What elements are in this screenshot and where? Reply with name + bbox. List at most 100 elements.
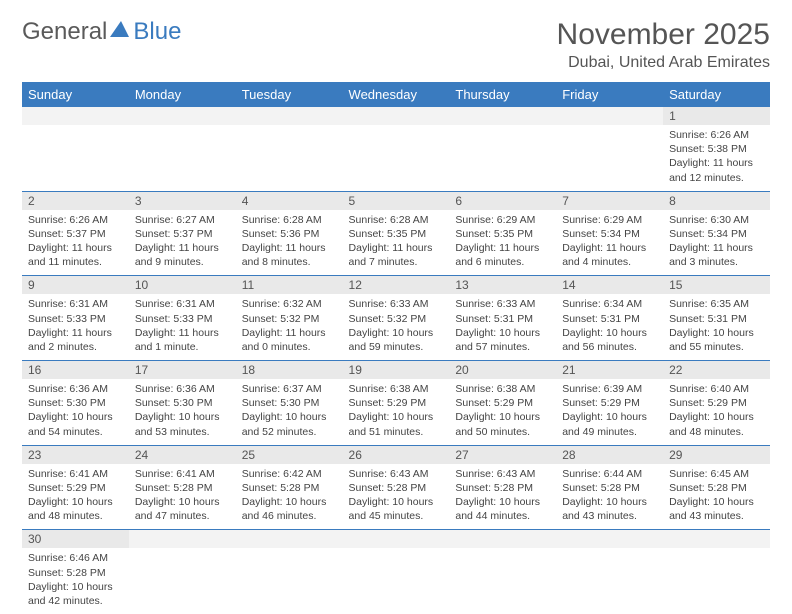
day-detail-cell: Sunrise: 6:41 AMSunset: 5:29 PMDaylight:… bbox=[22, 464, 129, 530]
day-detail-row: Sunrise: 6:36 AMSunset: 5:30 PMDaylight:… bbox=[22, 379, 770, 445]
day-detail-row: Sunrise: 6:26 AMSunset: 5:37 PMDaylight:… bbox=[22, 210, 770, 276]
daylight-line: Daylight: 10 hours and 57 minutes. bbox=[455, 326, 550, 354]
day-detail-cell bbox=[22, 125, 129, 191]
daylight-line: Daylight: 10 hours and 50 minutes. bbox=[455, 410, 550, 438]
sunrise-line: Sunrise: 6:44 AM bbox=[562, 467, 657, 481]
sunset-line: Sunset: 5:28 PM bbox=[242, 481, 337, 495]
sunset-line: Sunset: 5:29 PM bbox=[455, 396, 550, 410]
sunset-line: Sunset: 5:37 PM bbox=[28, 227, 123, 241]
day-detail-cell: Sunrise: 6:35 AMSunset: 5:31 PMDaylight:… bbox=[663, 294, 770, 360]
day-number-cell bbox=[236, 530, 343, 549]
day-number-cell bbox=[236, 107, 343, 125]
sunset-line: Sunset: 5:29 PM bbox=[562, 396, 657, 410]
logo-sail-icon bbox=[109, 19, 131, 39]
sunset-line: Sunset: 5:30 PM bbox=[28, 396, 123, 410]
sunrise-line: Sunrise: 6:31 AM bbox=[135, 297, 230, 311]
sunrise-line: Sunrise: 6:28 AM bbox=[349, 213, 444, 227]
day-detail-cell: Sunrise: 6:45 AMSunset: 5:28 PMDaylight:… bbox=[663, 464, 770, 530]
sunset-line: Sunset: 5:31 PM bbox=[562, 312, 657, 326]
daylight-line: Daylight: 10 hours and 56 minutes. bbox=[562, 326, 657, 354]
sunset-line: Sunset: 5:28 PM bbox=[349, 481, 444, 495]
sunrise-line: Sunrise: 6:43 AM bbox=[349, 467, 444, 481]
sunset-line: Sunset: 5:35 PM bbox=[455, 227, 550, 241]
daylight-line: Daylight: 11 hours and 8 minutes. bbox=[242, 241, 337, 269]
day-detail-cell bbox=[449, 548, 556, 614]
day-detail-cell: Sunrise: 6:46 AMSunset: 5:28 PMDaylight:… bbox=[22, 548, 129, 614]
day-detail-cell bbox=[343, 548, 450, 614]
day-detail-cell bbox=[663, 548, 770, 614]
daylight-line: Daylight: 11 hours and 7 minutes. bbox=[349, 241, 444, 269]
sunrise-line: Sunrise: 6:33 AM bbox=[455, 297, 550, 311]
day-detail-cell: Sunrise: 6:36 AMSunset: 5:30 PMDaylight:… bbox=[129, 379, 236, 445]
day-number-cell: 5 bbox=[343, 191, 450, 210]
title-block: November 2025 Dubai, United Arab Emirate… bbox=[557, 18, 770, 72]
day-detail-cell: Sunrise: 6:38 AMSunset: 5:29 PMDaylight:… bbox=[343, 379, 450, 445]
day-number-cell: 28 bbox=[556, 445, 663, 464]
header: General Blue November 2025 Dubai, United… bbox=[22, 18, 770, 72]
day-number-cell: 23 bbox=[22, 445, 129, 464]
sunrise-line: Sunrise: 6:34 AM bbox=[562, 297, 657, 311]
daylight-line: Daylight: 11 hours and 3 minutes. bbox=[669, 241, 764, 269]
day-detail-cell: Sunrise: 6:38 AMSunset: 5:29 PMDaylight:… bbox=[449, 379, 556, 445]
sunrise-line: Sunrise: 6:40 AM bbox=[669, 382, 764, 396]
day-detail-cell: Sunrise: 6:41 AMSunset: 5:28 PMDaylight:… bbox=[129, 464, 236, 530]
day-detail-cell: Sunrise: 6:29 AMSunset: 5:34 PMDaylight:… bbox=[556, 210, 663, 276]
sunset-line: Sunset: 5:37 PM bbox=[135, 227, 230, 241]
sunset-line: Sunset: 5:29 PM bbox=[28, 481, 123, 495]
day-detail-cell: Sunrise: 6:43 AMSunset: 5:28 PMDaylight:… bbox=[343, 464, 450, 530]
day-number-row: 1 bbox=[22, 107, 770, 125]
day-detail-cell bbox=[449, 125, 556, 191]
day-detail-cell: Sunrise: 6:28 AMSunset: 5:36 PMDaylight:… bbox=[236, 210, 343, 276]
daylight-line: Daylight: 10 hours and 48 minutes. bbox=[28, 495, 123, 523]
sunrise-line: Sunrise: 6:28 AM bbox=[242, 213, 337, 227]
sunrise-line: Sunrise: 6:33 AM bbox=[349, 297, 444, 311]
day-number-cell: 9 bbox=[22, 276, 129, 295]
sunset-line: Sunset: 5:28 PM bbox=[669, 481, 764, 495]
daylight-line: Daylight: 11 hours and 1 minute. bbox=[135, 326, 230, 354]
day-number-cell bbox=[22, 107, 129, 125]
day-number-cell bbox=[663, 530, 770, 549]
day-number-cell: 10 bbox=[129, 276, 236, 295]
sunset-line: Sunset: 5:30 PM bbox=[242, 396, 337, 410]
daylight-line: Daylight: 10 hours and 55 minutes. bbox=[669, 326, 764, 354]
day-detail-cell: Sunrise: 6:26 AMSunset: 5:37 PMDaylight:… bbox=[22, 210, 129, 276]
sunrise-line: Sunrise: 6:41 AM bbox=[135, 467, 230, 481]
sunset-line: Sunset: 5:36 PM bbox=[242, 227, 337, 241]
day-detail-cell bbox=[556, 125, 663, 191]
day-detail-cell: Sunrise: 6:36 AMSunset: 5:30 PMDaylight:… bbox=[22, 379, 129, 445]
sunset-line: Sunset: 5:32 PM bbox=[349, 312, 444, 326]
day-number-cell: 27 bbox=[449, 445, 556, 464]
day-detail-cell: Sunrise: 6:26 AMSunset: 5:38 PMDaylight:… bbox=[663, 125, 770, 191]
sunset-line: Sunset: 5:29 PM bbox=[349, 396, 444, 410]
sunrise-line: Sunrise: 6:36 AM bbox=[135, 382, 230, 396]
location-label: Dubai, United Arab Emirates bbox=[557, 54, 770, 72]
weekday-header: Monday bbox=[129, 82, 236, 107]
day-number-cell: 26 bbox=[343, 445, 450, 464]
day-number-cell bbox=[449, 530, 556, 549]
day-detail-cell: Sunrise: 6:42 AMSunset: 5:28 PMDaylight:… bbox=[236, 464, 343, 530]
sunset-line: Sunset: 5:28 PM bbox=[455, 481, 550, 495]
day-number-cell bbox=[449, 107, 556, 125]
weekday-header: Saturday bbox=[663, 82, 770, 107]
day-detail-cell bbox=[129, 125, 236, 191]
logo-text-general: General bbox=[22, 18, 107, 46]
daylight-line: Daylight: 11 hours and 6 minutes. bbox=[455, 241, 550, 269]
day-detail-cell: Sunrise: 6:31 AMSunset: 5:33 PMDaylight:… bbox=[22, 294, 129, 360]
day-detail-cell: Sunrise: 6:43 AMSunset: 5:28 PMDaylight:… bbox=[449, 464, 556, 530]
sunset-line: Sunset: 5:34 PM bbox=[562, 227, 657, 241]
calendar-body: 1Sunrise: 6:26 AMSunset: 5:38 PMDaylight… bbox=[22, 107, 770, 614]
daylight-line: Daylight: 10 hours and 54 minutes. bbox=[28, 410, 123, 438]
day-number-cell: 22 bbox=[663, 361, 770, 380]
sunrise-line: Sunrise: 6:35 AM bbox=[669, 297, 764, 311]
daylight-line: Daylight: 10 hours and 48 minutes. bbox=[669, 410, 764, 438]
day-number-row: 9101112131415 bbox=[22, 276, 770, 295]
daylight-line: Daylight: 10 hours and 53 minutes. bbox=[135, 410, 230, 438]
daylight-line: Daylight: 11 hours and 12 minutes. bbox=[669, 156, 764, 184]
day-number-cell: 1 bbox=[663, 107, 770, 125]
daylight-line: Daylight: 10 hours and 44 minutes. bbox=[455, 495, 550, 523]
day-detail-cell: Sunrise: 6:27 AMSunset: 5:37 PMDaylight:… bbox=[129, 210, 236, 276]
sunset-line: Sunset: 5:34 PM bbox=[669, 227, 764, 241]
daylight-line: Daylight: 10 hours and 43 minutes. bbox=[562, 495, 657, 523]
day-number-cell: 20 bbox=[449, 361, 556, 380]
day-detail-cell bbox=[556, 548, 663, 614]
